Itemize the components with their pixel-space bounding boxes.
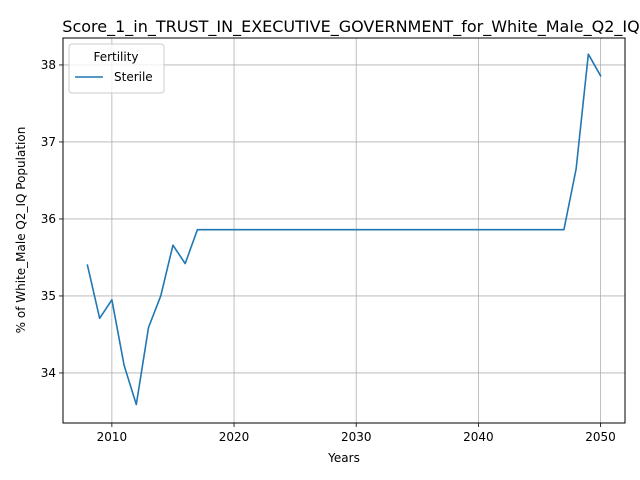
x-axis-label: Years [327,451,360,465]
legend-title: Fertility [93,50,138,64]
legend-label-sterile: Sterile [114,70,153,84]
series-line-sterile [86,53,602,406]
legend-box [68,43,165,94]
x-tick-label: 2040 [463,430,494,444]
x-tick-label: 2010 [97,430,128,444]
legend: Fertility Sterile [68,43,165,94]
y-axis: 34 35 36 37 38 [41,58,63,380]
plot-area-frame [62,37,626,424]
chart-title: Score_1_in_TRUST_IN_EXECUTIVE_GOVERNMENT… [62,17,639,37]
y-tick-label: 38 [41,58,56,72]
y-axis-label: % of White_Male Q2_IQ Population [14,127,28,334]
y-tick-label: 35 [41,289,56,303]
x-tick-label: 2030 [341,430,372,444]
y-tick-label: 34 [41,366,56,380]
x-tick-label: 2020 [219,430,250,444]
x-axis: 2010 2020 2030 2040 2050 [97,423,616,444]
x-tick-label: 2050 [585,430,616,444]
y-tick-label: 36 [41,212,56,226]
series-layer [86,53,602,406]
y-tick-label: 37 [41,135,56,149]
